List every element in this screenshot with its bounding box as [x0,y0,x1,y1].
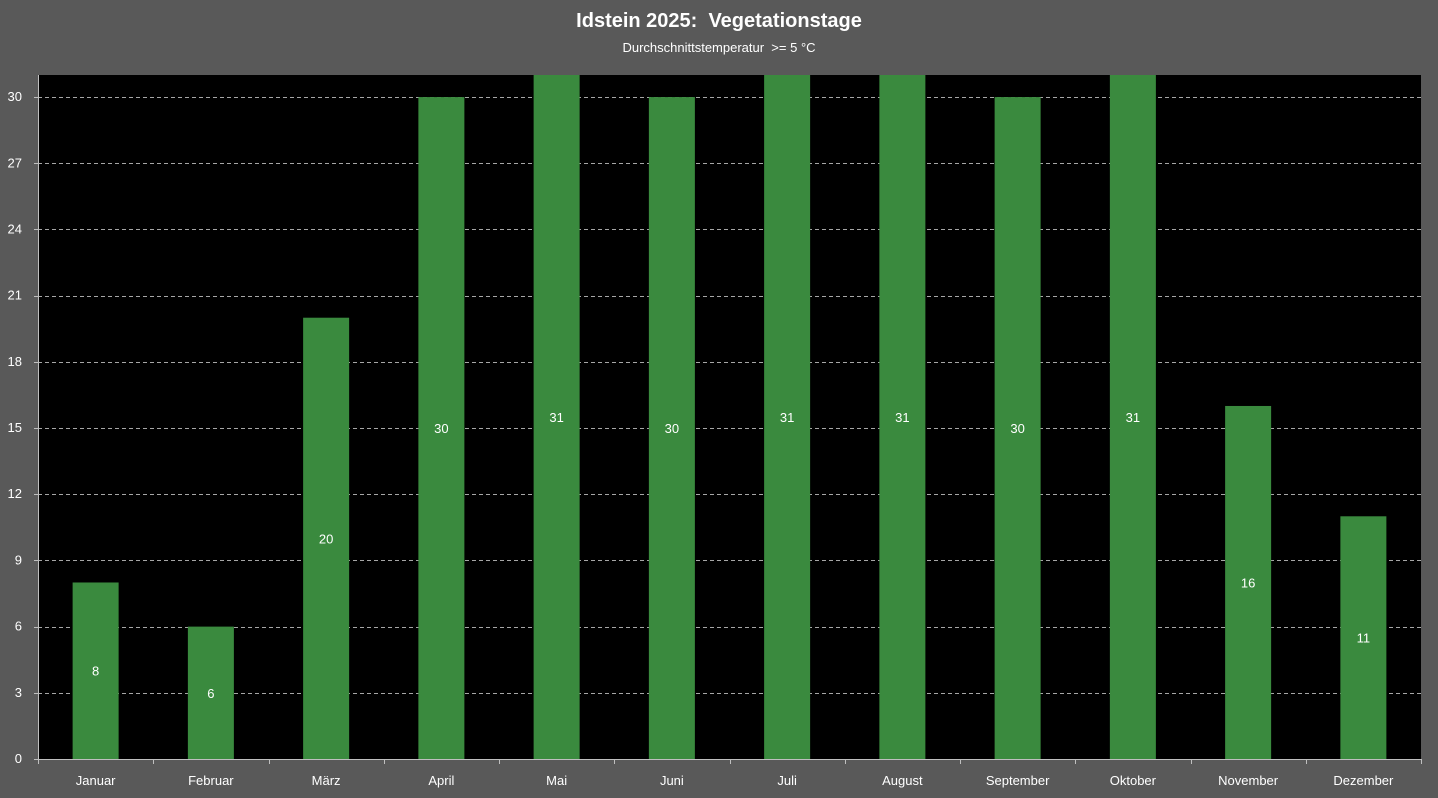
axes [34,75,1422,764]
x-tick-label: Dezember [1333,773,1394,788]
data-label: 16 [1241,575,1255,590]
y-tick-label: 21 [8,288,22,303]
x-tick-label: April [428,773,454,788]
chart-subtitle: Durchschnittstemperatur >= 5 °C [622,40,816,55]
x-tick-label: Juni [660,773,684,788]
data-label: 31 [549,410,563,425]
y-tick-label: 0 [15,751,22,766]
bar-dezember [1340,516,1387,759]
x-tick-label: September [986,773,1050,788]
bar-august [879,75,926,759]
plot-area [38,75,1421,759]
bars [72,75,1387,759]
data-label: 31 [1126,410,1140,425]
y-tick-label: 27 [8,155,22,170]
x-tick-label: Februar [188,773,234,788]
x-tick-label: November [1218,773,1279,788]
x-tick-label: Juli [777,773,797,788]
data-label: 30 [665,421,679,436]
data-label: 31 [895,410,909,425]
data-label: 30 [434,421,448,436]
x-tick-label: März [312,773,341,788]
bar-januar [72,582,119,759]
bar-juli [764,75,811,759]
data-label: 20 [319,531,333,546]
y-tick-label: 12 [8,486,22,501]
y-tick-label: 3 [15,685,22,700]
y-tick-label: 30 [8,89,22,104]
x-tick-label: Januar [76,773,116,788]
labels: 0 3 6 9 12 15 18 21 24 27 30 8 Januar 6 Februar 20 März 3… [8,89,1394,788]
bar-märz [303,317,350,759]
data-label: 8 [92,664,99,679]
chart-title: Idstein 2025: Vegetationstage [576,10,862,32]
bar-oktober [1109,75,1156,759]
data-label: 11 [1357,631,1371,646]
y-tick-label: 18 [8,354,22,369]
y-tick-label: 9 [15,552,22,567]
bar-september [994,97,1041,759]
x-tick-label: August [882,773,923,788]
x-tick-label: Mai [546,773,567,788]
y-tick-label: 6 [15,619,22,634]
bar-november [1225,405,1272,759]
bar-april [418,97,465,759]
x-tick-label: Oktober [1110,773,1157,788]
data-label: 6 [207,686,214,701]
bar-februar [187,626,234,759]
data-label: 30 [1010,421,1024,436]
y-tick-label: 15 [8,420,22,435]
bar-juni [648,97,695,759]
bar-mai [533,75,580,759]
y-tick-label: 24 [8,221,22,236]
data-label: 31 [780,410,794,425]
